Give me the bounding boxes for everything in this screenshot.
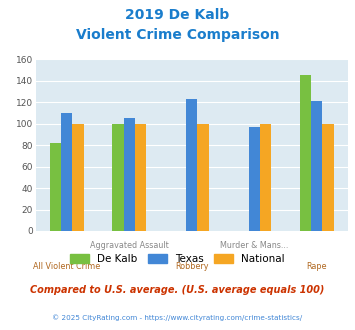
Text: Compared to U.S. average. (U.S. average equals 100): Compared to U.S. average. (U.S. average … — [30, 285, 325, 295]
Bar — [135, 124, 146, 231]
Text: All Violent Crime: All Violent Crime — [33, 262, 100, 271]
Bar — [124, 118, 135, 231]
Bar — [50, 143, 61, 231]
Text: Murder & Mans...: Murder & Mans... — [220, 241, 288, 250]
Bar — [61, 113, 72, 231]
Text: Robbery: Robbery — [175, 262, 208, 271]
Text: 2019 De Kalb: 2019 De Kalb — [125, 8, 230, 22]
Bar — [248, 127, 260, 231]
Legend: De Kalb, Texas, National: De Kalb, Texas, National — [67, 250, 288, 267]
Bar — [322, 124, 334, 231]
Bar — [112, 124, 124, 231]
Bar — [72, 124, 84, 231]
Text: Violent Crime Comparison: Violent Crime Comparison — [76, 28, 279, 42]
Bar — [311, 101, 322, 231]
Bar — [300, 76, 311, 231]
Bar — [186, 99, 197, 231]
Text: Rape: Rape — [306, 262, 327, 271]
Text: © 2025 CityRating.com - https://www.cityrating.com/crime-statistics/: © 2025 CityRating.com - https://www.city… — [53, 314, 302, 321]
Bar — [197, 124, 209, 231]
Text: Aggravated Assault: Aggravated Assault — [90, 241, 169, 250]
Bar — [260, 124, 271, 231]
